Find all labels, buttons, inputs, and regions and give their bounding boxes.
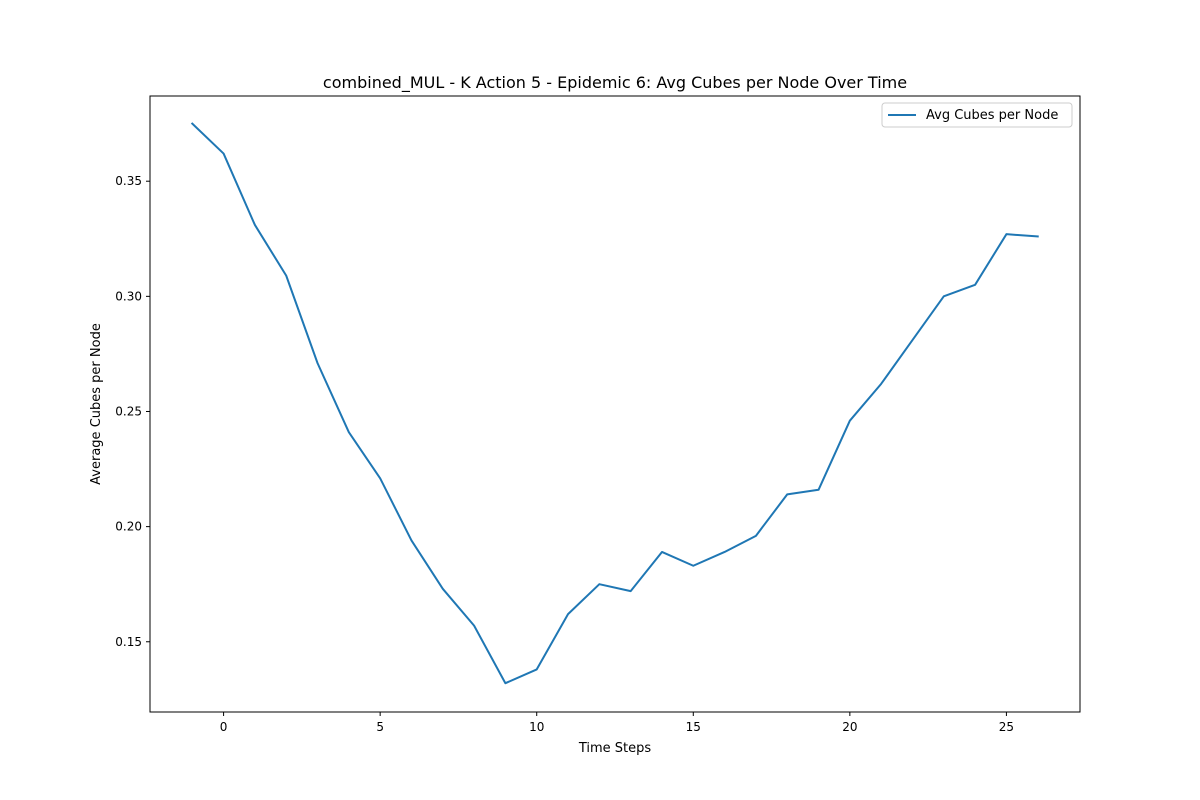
x-axis-ticks: 0 5 10 15 20 25 bbox=[220, 712, 1014, 734]
legend-box bbox=[881, 102, 1073, 128]
x-tick-label: 20 bbox=[842, 720, 857, 734]
y-tick-label: 0.20 bbox=[115, 520, 142, 534]
y-tick-label: 0.25 bbox=[115, 404, 142, 418]
x-axis-label: Time Steps bbox=[578, 741, 652, 756]
y-tick-label: 0.35 bbox=[115, 174, 142, 188]
x-tick-label: 15 bbox=[686, 720, 701, 734]
series-line-avg-cubes-per-node bbox=[190, 122, 1039, 685]
chart-title: combined_MUL - K Action 5 - Epidemic 6: … bbox=[323, 73, 907, 93]
y-tick-label: 0.30 bbox=[115, 289, 142, 303]
x-tick-label: 25 bbox=[999, 720, 1014, 734]
plot-area bbox=[149, 95, 1081, 713]
x-tick-label: 5 bbox=[376, 720, 384, 734]
axes-frame bbox=[149, 95, 1081, 713]
legend-entry-label: Avg Cubes per Node bbox=[926, 108, 1058, 123]
y-axis-ticks: 0.15 0.20 0.25 0.30 0.35 bbox=[115, 174, 150, 649]
x-tick-label: 0 bbox=[220, 720, 228, 734]
x-tick-label: 10 bbox=[529, 720, 544, 734]
legend: Avg Cubes per Node bbox=[881, 102, 1073, 128]
y-tick-label: 0.15 bbox=[115, 635, 142, 649]
y-axis-label: Average Cubes per Node bbox=[89, 323, 104, 485]
